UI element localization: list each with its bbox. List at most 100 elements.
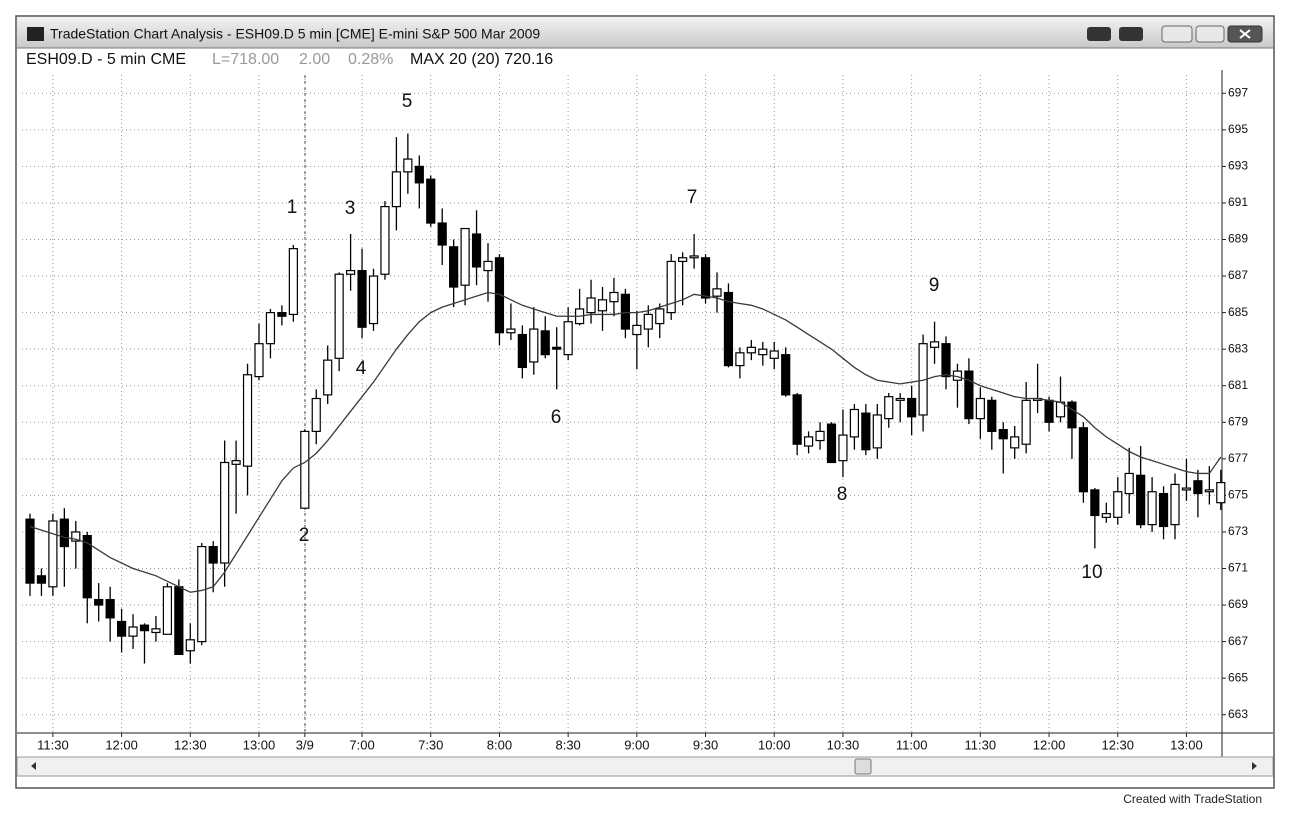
x-tick-label: 11:00 bbox=[896, 737, 928, 752]
y-tick-label: 697 bbox=[1228, 85, 1248, 99]
x-tick-label: 9:30 bbox=[693, 737, 718, 752]
x-tick-label: 10:30 bbox=[827, 737, 860, 752]
scroll-right[interactable] bbox=[1252, 762, 1257, 770]
candle-body bbox=[334, 273, 344, 359]
candle-body bbox=[529, 328, 539, 363]
candle-body bbox=[666, 260, 676, 314]
candle-body bbox=[781, 354, 791, 396]
candle-body bbox=[151, 628, 161, 634]
candle-body bbox=[632, 324, 642, 336]
annotation: 1 bbox=[287, 197, 298, 218]
candle-body bbox=[803, 436, 814, 447]
candle-body bbox=[174, 586, 184, 656]
candle-body bbox=[128, 626, 138, 637]
candle-body bbox=[346, 269, 356, 275]
candle-body bbox=[849, 408, 860, 438]
y-tick-label: 669 bbox=[1228, 597, 1248, 611]
symbol-button[interactable] bbox=[1087, 27, 1111, 41]
scrollbar[interactable] bbox=[16, 756, 1274, 777]
candle-body bbox=[1113, 491, 1123, 518]
candle-body bbox=[506, 328, 516, 334]
app-icon bbox=[27, 27, 44, 41]
candle-body bbox=[300, 430, 310, 509]
scroll-left[interactable] bbox=[31, 762, 36, 770]
candle-body bbox=[609, 291, 619, 303]
minimize-button[interactable] bbox=[1161, 25, 1193, 43]
candle-body bbox=[769, 350, 779, 359]
candle-body bbox=[861, 412, 871, 451]
footer: Created with TradeStation bbox=[1123, 792, 1262, 806]
x-tick-label: 13:00 bbox=[243, 737, 276, 752]
candle-body bbox=[265, 312, 276, 345]
candle-body bbox=[48, 520, 58, 588]
y-tick-label: 695 bbox=[1228, 122, 1248, 136]
candle-body bbox=[277, 312, 287, 317]
candle-body bbox=[941, 343, 951, 378]
title-bar bbox=[17, 17, 1273, 48]
plot: 6636656676696716736756776796816836856876… bbox=[22, 75, 1248, 752]
candle-body bbox=[288, 248, 298, 316]
y-tick-label: 691 bbox=[1228, 195, 1248, 209]
candle-body bbox=[71, 531, 81, 542]
x-tick-label: 10:00 bbox=[758, 737, 791, 752]
candle-body bbox=[116, 620, 127, 637]
y-tick-label: 663 bbox=[1228, 707, 1248, 721]
candle-body bbox=[1193, 480, 1203, 495]
candle-body bbox=[36, 575, 47, 584]
x-tick-label: 7:30 bbox=[418, 737, 443, 752]
y-tick-label: 671 bbox=[1228, 561, 1248, 575]
candle-body bbox=[323, 359, 333, 396]
annotation: 2 bbox=[299, 525, 310, 546]
candle-body bbox=[368, 275, 379, 325]
candle-body bbox=[735, 352, 745, 367]
candle-body bbox=[552, 346, 562, 350]
candle-body bbox=[1010, 436, 1020, 449]
scroll-thumb[interactable] bbox=[854, 758, 872, 775]
x-tick-label: 13:00 bbox=[1170, 737, 1203, 752]
candle-body bbox=[815, 430, 825, 442]
candle-body bbox=[758, 348, 768, 356]
candle-body bbox=[620, 293, 631, 330]
candle-body bbox=[1124, 472, 1134, 495]
candle-body bbox=[597, 299, 608, 312]
candle-body bbox=[907, 397, 917, 418]
window bbox=[15, 15, 1275, 789]
candle-body bbox=[254, 343, 264, 378]
candle-body bbox=[185, 639, 195, 652]
candle-body bbox=[494, 257, 505, 334]
y-tick-label: 685 bbox=[1228, 305, 1248, 319]
candle-body bbox=[826, 423, 837, 464]
candle-body bbox=[643, 313, 653, 330]
candle-body bbox=[1101, 513, 1111, 518]
candle-body bbox=[792, 394, 802, 445]
candle-body bbox=[437, 222, 447, 246]
candle-body bbox=[929, 341, 940, 348]
y-tick-label: 687 bbox=[1228, 268, 1248, 282]
candle-body bbox=[712, 288, 722, 297]
y-tick-label: 681 bbox=[1228, 378, 1248, 392]
candle-body bbox=[220, 461, 230, 564]
candle-body bbox=[517, 333, 527, 369]
symbol: ESH09.D - 5 min CME bbox=[26, 51, 186, 68]
candle-body bbox=[426, 178, 436, 224]
x-tick-label: 12:00 bbox=[105, 737, 138, 752]
indicator-button[interactable] bbox=[1119, 27, 1143, 41]
candle-body bbox=[471, 233, 482, 268]
moving-average bbox=[29, 291, 1222, 593]
candle-body bbox=[1216, 481, 1226, 504]
y-tick-label: 683 bbox=[1228, 341, 1248, 355]
candle-body bbox=[1044, 399, 1054, 423]
chart-header: ESH09.D - 5 min CME L=718.00 2.00 0.28% … bbox=[26, 51, 553, 68]
maximize-button[interactable] bbox=[1195, 25, 1225, 43]
candle-body bbox=[105, 598, 115, 619]
candle-body bbox=[964, 370, 974, 420]
annotation: 9 bbox=[929, 275, 940, 296]
y-tick-label: 667 bbox=[1228, 634, 1248, 648]
candle-body bbox=[242, 374, 253, 467]
y-tick-label: 689 bbox=[1228, 232, 1248, 246]
x-tick-label: 3/9 bbox=[296, 737, 314, 752]
candle-body bbox=[231, 460, 241, 465]
window-title: TradeStation Chart Analysis - ESH09.D 5 … bbox=[50, 26, 540, 42]
candle-body bbox=[689, 255, 699, 259]
